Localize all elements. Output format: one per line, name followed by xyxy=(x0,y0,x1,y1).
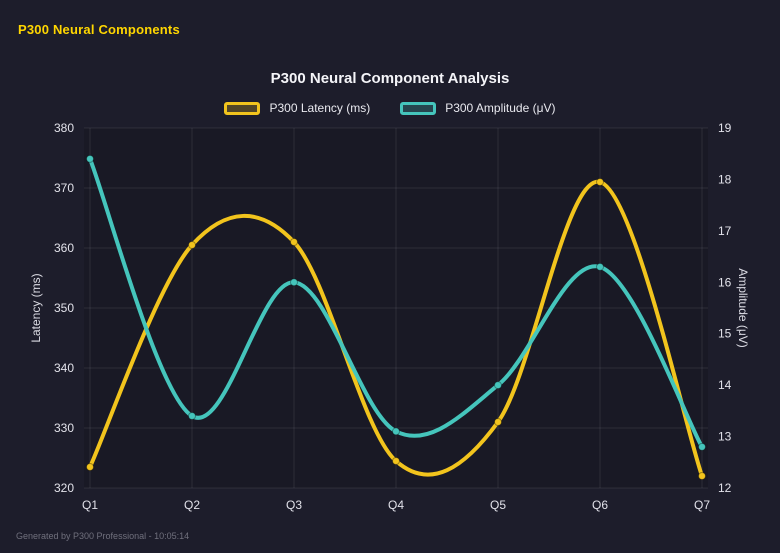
y-axis-tick-right: 14 xyxy=(718,378,732,392)
y-axis-tick-left: 380 xyxy=(54,121,74,135)
axis-tick-labels: 320 330 340 350 360 370 380 12 13 14 15 16 17 18 19 Q1 Q… xyxy=(54,121,732,512)
y-axis-tick-left: 320 xyxy=(54,481,74,495)
x-axis-tick: Q1 xyxy=(82,498,98,512)
legend-label-amplitude: P300 Amplitude (μV) xyxy=(445,101,556,115)
x-axis-tick: Q6 xyxy=(592,498,608,512)
page-title: P300 Neural Components xyxy=(18,22,180,37)
p300-amplitude-v-point-q4[interactable] xyxy=(392,427,400,436)
p300-amplitude-v-point-q5[interactable] xyxy=(494,381,502,390)
y-axis-tick-left: 360 xyxy=(54,241,74,255)
p300-amplitude-v-point-q7[interactable] xyxy=(698,442,706,451)
y-axis-tick-left: 370 xyxy=(54,181,74,195)
y-axis-tick-right: 12 xyxy=(718,481,732,495)
legend-swatch-amplitude xyxy=(400,101,437,115)
x-axis-tick: Q2 xyxy=(184,498,200,512)
chart-legend: P300 Latency (ms) P300 Amplitude (μV) xyxy=(0,101,780,115)
p300-amplitude-v-point-q2[interactable] xyxy=(188,412,196,420)
x-axis-tick: Q5 xyxy=(490,498,506,512)
p300-latency-ms-point-q6[interactable] xyxy=(596,178,604,186)
y-axis-tick-right: 16 xyxy=(718,275,732,289)
legend-swatch-latency xyxy=(224,101,261,115)
p300-latency-ms-point-q2[interactable] xyxy=(188,241,196,249)
y-axis-tick-left: 340 xyxy=(54,361,74,375)
p300-latency-ms-point-q5[interactable] xyxy=(494,418,502,426)
legend-item-latency[interactable]: P300 Latency (ms) xyxy=(224,101,370,115)
x-axis-tick: Q7 xyxy=(694,498,710,512)
p300-amplitude-v-point-q6[interactable] xyxy=(596,262,604,271)
y-axis-tick-left: 330 xyxy=(54,421,74,435)
legend-item-amplitude[interactable]: P300 Amplitude (μV) xyxy=(400,101,556,115)
chart-title: P300 Neural Component Analysis xyxy=(270,70,510,87)
p300-latency-ms-point-q3[interactable] xyxy=(290,238,298,246)
y-axis-tick-left: 350 xyxy=(54,301,74,315)
p300-amplitude-v-point-q3[interactable] xyxy=(290,278,298,287)
y-axis-tick-right: 13 xyxy=(718,430,732,444)
p300-amplitude-v-point-q1[interactable] xyxy=(86,154,94,163)
footer-text: Generated by P300 Professional - 10:05:1… xyxy=(16,531,190,541)
y-axis-tick-right: 19 xyxy=(718,121,732,135)
legend-label-latency: P300 Latency (ms) xyxy=(269,101,371,115)
p300-latency-ms-point-q7[interactable] xyxy=(698,472,706,480)
y-axis-tick-right: 17 xyxy=(718,224,732,238)
y-axis-tick-right: 18 xyxy=(718,172,732,186)
p300-latency-ms-point-q4[interactable] xyxy=(392,457,400,465)
x-axis-tick: Q3 xyxy=(286,498,302,512)
y-axis-tick-right: 15 xyxy=(718,327,732,341)
grid-lines xyxy=(84,127,708,489)
x-axis-tick: Q4 xyxy=(388,498,404,512)
p300-latency-ms-point-q1[interactable] xyxy=(86,463,94,471)
